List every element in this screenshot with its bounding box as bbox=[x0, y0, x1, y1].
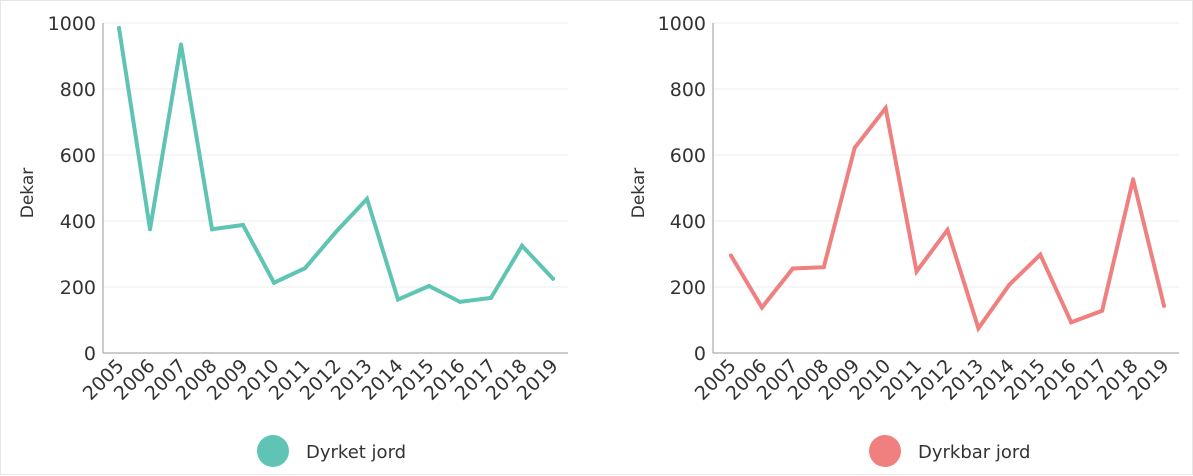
data-point bbox=[914, 269, 919, 274]
data-point bbox=[458, 299, 462, 304]
data-point bbox=[148, 227, 152, 232]
y-axis-title: Dekar bbox=[18, 168, 38, 219]
y-tick-label: 400 bbox=[670, 211, 706, 233]
data-point bbox=[790, 266, 795, 271]
data-point bbox=[1162, 303, 1166, 308]
data-point bbox=[1131, 177, 1136, 182]
y-tick-label: 200 bbox=[60, 277, 96, 299]
data-point bbox=[821, 265, 826, 270]
data-point bbox=[179, 42, 183, 47]
data-point bbox=[551, 276, 555, 281]
series-line bbox=[117, 25, 555, 304]
data-point bbox=[852, 145, 857, 150]
data-point bbox=[520, 243, 524, 248]
legend: Dyrkbar jord bbox=[869, 435, 1030, 467]
data-point bbox=[1069, 320, 1074, 325]
data-point bbox=[489, 295, 493, 300]
series-line bbox=[729, 103, 1166, 333]
y-tick-label: 0 bbox=[694, 343, 706, 365]
y-axis-title: Dekar bbox=[629, 168, 649, 219]
data-point bbox=[1100, 308, 1105, 313]
data-point bbox=[303, 266, 307, 271]
legend-marker bbox=[869, 435, 901, 467]
data-point bbox=[1038, 252, 1043, 257]
legend-label: Dyrkbar jord bbox=[918, 442, 1030, 463]
data-point bbox=[1007, 282, 1012, 287]
y-tick-label: 800 bbox=[60, 79, 96, 101]
legend-label: Dyrket jord bbox=[306, 442, 406, 463]
y-tick-label: 1000 bbox=[48, 13, 96, 35]
data-point bbox=[272, 280, 276, 285]
y-tick-label: 600 bbox=[60, 145, 96, 167]
data-point bbox=[976, 326, 981, 331]
data-point bbox=[334, 229, 338, 234]
data-point bbox=[241, 222, 245, 227]
y-tick-label: 400 bbox=[60, 211, 96, 233]
data-point bbox=[117, 25, 121, 30]
data-point bbox=[883, 106, 888, 111]
y-tick-label: 800 bbox=[670, 79, 706, 101]
y-tick-label: 600 bbox=[670, 145, 706, 167]
data-point bbox=[729, 253, 733, 258]
y-tick-label: 1000 bbox=[658, 13, 706, 35]
chart-1: 02004006008001000Dekar200520062007200820… bbox=[18, 13, 568, 467]
data-point bbox=[945, 227, 950, 232]
data-point bbox=[365, 196, 369, 201]
data-point bbox=[427, 284, 431, 289]
data-point bbox=[210, 227, 214, 232]
chart-2: 02004006008001000Dekar200520062007200820… bbox=[629, 13, 1179, 467]
data-point bbox=[759, 305, 764, 310]
legend: Dyrket jord bbox=[257, 435, 406, 467]
y-tick-label: 200 bbox=[670, 277, 706, 299]
data-point bbox=[396, 297, 400, 302]
y-tick-label: 0 bbox=[84, 343, 96, 365]
legend-marker bbox=[257, 435, 289, 467]
